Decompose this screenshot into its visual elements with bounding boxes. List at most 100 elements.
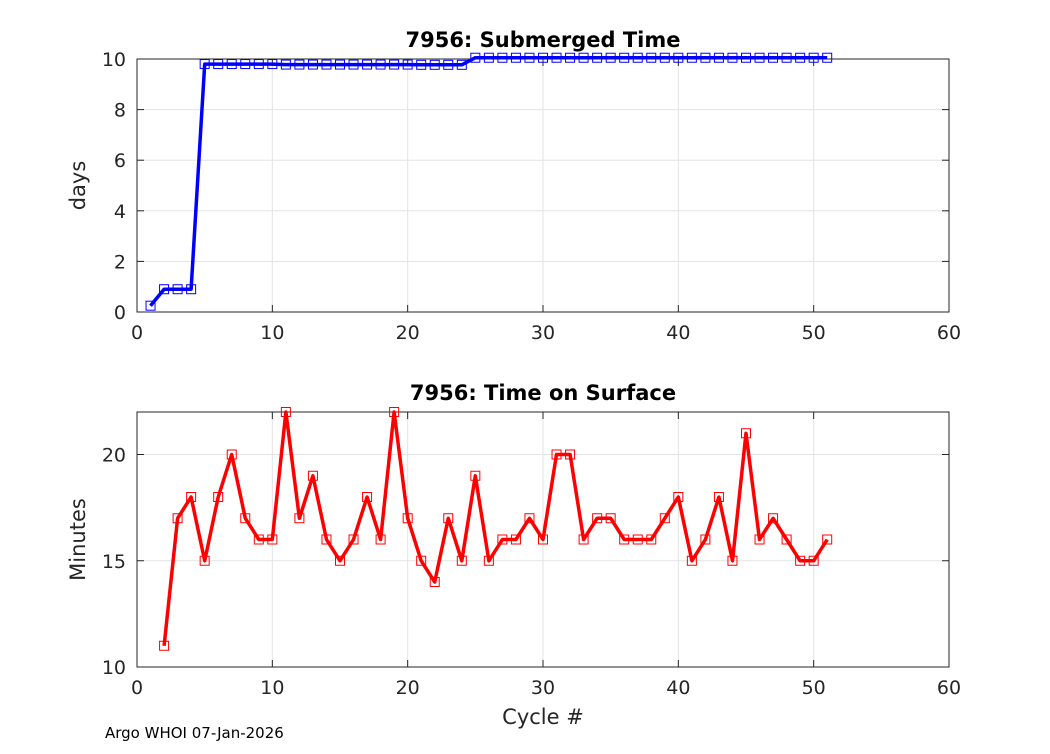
chart2-y-axis-label: Minutes: [66, 498, 90, 581]
chart1-point: [402, 59, 413, 70]
chart1-point: [362, 59, 373, 70]
chart1-point: [226, 59, 237, 70]
chart1-point: [443, 59, 454, 70]
chart2-point: [429, 577, 440, 587]
chart2-point: [497, 534, 508, 545]
chart2-point: [754, 534, 765, 545]
chart2-point: [619, 534, 630, 545]
chart2-point: [362, 492, 373, 502]
chart1-x-tick-label: 20: [396, 322, 420, 344]
chart1-point: [619, 52, 630, 63]
chart1-point: [741, 52, 751, 63]
chart2-point: [578, 534, 589, 545]
chart2-y-tick-label: 15: [102, 551, 126, 573]
chart1-point: [781, 52, 792, 63]
chart1-point: [565, 52, 576, 63]
chart2-point: [768, 513, 779, 524]
chart2-point: [822, 534, 833, 545]
chart1-point: [646, 52, 657, 63]
chart1-y-axis-label: days: [66, 161, 90, 211]
chart1-point: [470, 52, 481, 63]
chart1: 0 10 20 30 40 50 60 0 2 4 6 8 10 7956: Submerged Time…: [66, 28, 961, 344]
chart2-point: [240, 513, 251, 524]
chart2-point: [307, 470, 318, 481]
chart2-y-tick-label: 20: [102, 445, 126, 467]
chart1-point: [673, 52, 684, 63]
chart2-point: [700, 534, 711, 545]
chart1-y-tick-label: 2: [114, 251, 126, 273]
footer-stamp: Argo WHOI 07-Jan-2026: [105, 724, 284, 742]
chart1-point: [186, 284, 197, 295]
chart1-point: [768, 52, 779, 63]
chart2-x-tick-label: 50: [802, 677, 826, 699]
chart1-point: [240, 59, 251, 70]
chart2-point: [389, 407, 400, 417]
chart1-point: [795, 52, 806, 63]
chart1-point: [280, 59, 291, 70]
chart2-point: [186, 492, 197, 502]
chart2-x-axis-label: Cycle #: [502, 705, 584, 729]
chart1-point: [389, 59, 400, 70]
chart2-point: [267, 534, 278, 545]
chart2-point: [538, 534, 548, 545]
chart1-point: [727, 52, 738, 63]
chart1-y-tick-label: 0: [114, 302, 126, 324]
chart2-point: [781, 534, 792, 545]
chart1-point: [754, 52, 765, 63]
chart1-point: [659, 52, 670, 63]
chart2-point: [335, 555, 345, 566]
chart2-point: [226, 449, 237, 460]
chart2-title: 7956: Time on Surface: [410, 381, 676, 405]
chart2-point: [727, 555, 738, 566]
chart2-point: [646, 534, 657, 545]
chart2-point: [673, 492, 684, 502]
chart2-point: [795, 555, 806, 566]
chart1-x-tick-label: 10: [260, 322, 284, 344]
chart1-x-tick-label: 60: [937, 322, 961, 344]
chart2-x-tick-label: 60: [937, 677, 961, 699]
chart1-point: [822, 52, 833, 63]
chart1-point: [538, 52, 548, 63]
chart2-point: [253, 534, 264, 545]
chart2-point: [592, 513, 603, 524]
chart2-point: [713, 492, 724, 502]
chart2-x-tick-label: 20: [396, 677, 420, 699]
chart2-point: [659, 513, 670, 524]
chart2-point: [199, 555, 210, 566]
chart1-point: [429, 59, 440, 70]
chart1-point: [159, 284, 170, 295]
chart1-point: [199, 59, 210, 70]
chart1-point: [510, 52, 521, 63]
chart2-point: [416, 555, 427, 566]
chart1-point: [686, 52, 697, 63]
chart1-y-tick-label: 10: [102, 49, 126, 71]
chart2-x-tick-label: 0: [131, 677, 143, 699]
chart1-point: [321, 59, 332, 70]
chart2-x-tick-label: 40: [666, 677, 690, 699]
chart2-point: [172, 513, 183, 524]
chart2-point: [213, 492, 224, 502]
chart2-point: [280, 407, 291, 417]
chart1-point: [145, 300, 156, 311]
chart1-point: [172, 284, 183, 295]
chart2-y-tick-label: 10: [102, 657, 126, 679]
chart2-point: [632, 534, 643, 545]
chart1-x-tick-label: 50: [802, 322, 826, 344]
chart1-point: [483, 52, 494, 63]
chart1-point: [335, 59, 345, 70]
chart2-point: [808, 555, 819, 566]
chart2-point: [294, 513, 305, 524]
chart2-point: [551, 449, 562, 460]
chart1-point: [416, 59, 427, 70]
chart1-point: [605, 52, 616, 63]
chart2-x-tick-label: 30: [531, 677, 555, 699]
chart2-point: [510, 534, 521, 545]
chart1-x-tick-label: 40: [666, 322, 690, 344]
chart2-point: [470, 470, 481, 481]
chart2-point: [741, 428, 751, 439]
chart1-point: [592, 52, 603, 63]
chart1-point: [307, 59, 318, 70]
chart2-point: [443, 513, 454, 524]
chart1-point: [632, 52, 643, 63]
